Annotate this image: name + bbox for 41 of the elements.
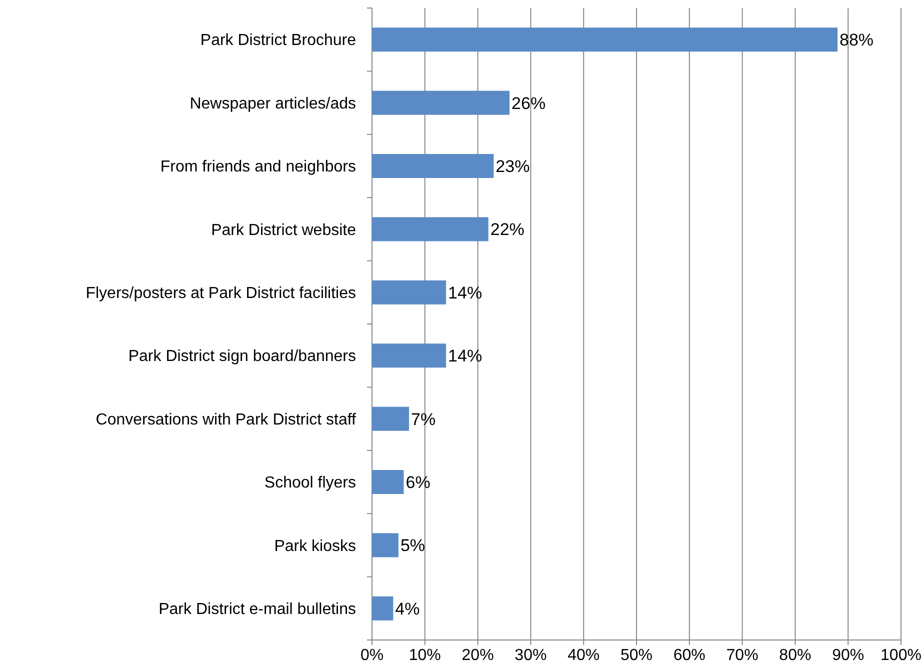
bar: [372, 154, 494, 178]
x-tick-label: 80%: [779, 647, 812, 664]
y-tick-label: School flyers: [264, 474, 356, 492]
y-tick-label: Flyers/posters at Park District facilities: [86, 285, 356, 302]
data-label: 7%: [411, 410, 436, 429]
x-tick-label: 10%: [408, 647, 441, 664]
data-label: 4%: [395, 599, 420, 618]
x-tick-label: 30%: [514, 647, 547, 664]
x-tick-label: 100%: [880, 647, 922, 664]
x-tick-label: 60%: [673, 647, 706, 664]
x-tick-label: 20%: [462, 647, 494, 664]
data-label: 5%: [400, 536, 426, 556]
bar: [372, 596, 394, 620]
bar: [372, 280, 446, 304]
bar: [372, 344, 446, 368]
data-label: 14%: [448, 346, 482, 366]
x-tick-label: 40%: [568, 647, 600, 664]
y-tick-label: Park District sign board/banners: [128, 348, 356, 366]
bar: [372, 406, 410, 431]
bar: [372, 90, 510, 115]
y-tick-label: Park kiosks: [274, 538, 356, 555]
x-tick-label: 90%: [832, 647, 864, 664]
data-label: 23%: [496, 156, 530, 176]
x-tick-label: 50%: [620, 647, 653, 664]
data-label: 22%: [490, 220, 524, 240]
data-label: 88%: [840, 30, 874, 50]
bar: [372, 28, 838, 52]
y-tick-label: Conversations with Park District staff: [96, 411, 357, 428]
y-tick-label: From friends and neighbors: [160, 158, 356, 176]
y-tick-label: Newspaper articles/ads: [190, 95, 356, 112]
data-label: 14%: [448, 283, 482, 302]
bar: [372, 470, 404, 494]
y-tick-label: Park District Brochure: [200, 32, 356, 50]
bar: [372, 533, 398, 558]
y-tick-label: Park District e-mail bulletins: [158, 601, 356, 618]
bar: [372, 217, 488, 242]
x-tick-label: 0%: [360, 647, 384, 664]
data-label: 26%: [512, 94, 546, 113]
x-tick-label: 70%: [726, 647, 758, 664]
data-label: 6%: [406, 472, 430, 492]
y-tick-label: Park District website: [211, 222, 356, 239]
